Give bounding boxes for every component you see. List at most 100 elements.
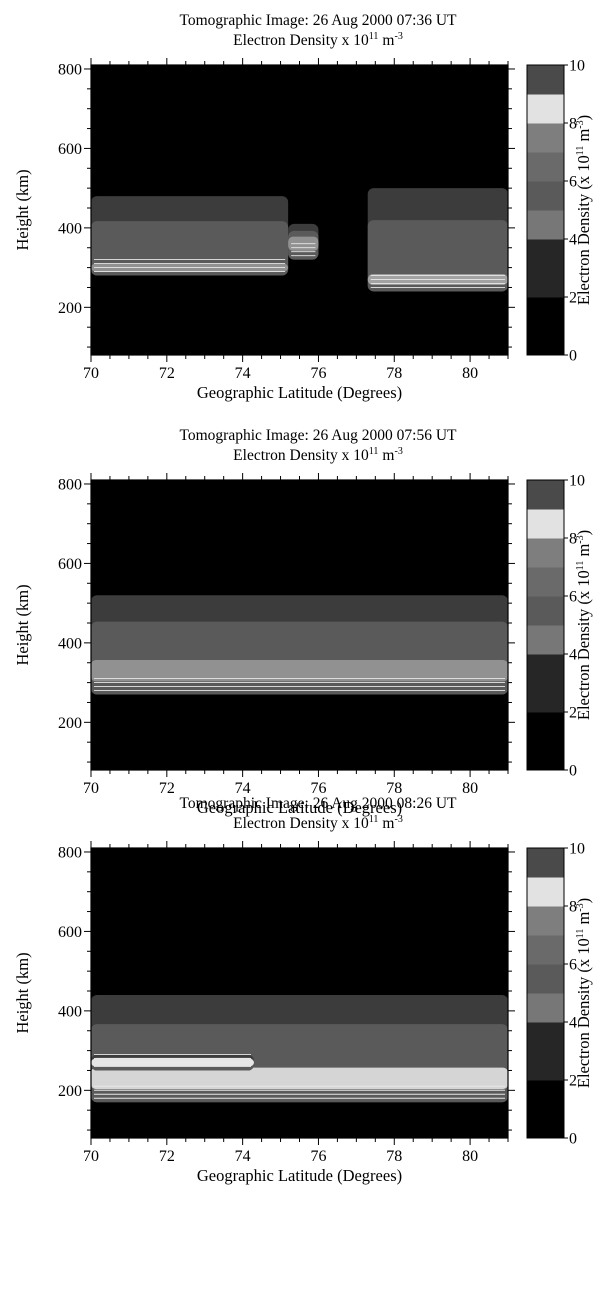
text-span: 11: [575, 929, 586, 939]
colorbar-tick-label: 2: [569, 290, 577, 307]
region-inner: [91, 621, 508, 695]
text-span: m: [574, 912, 593, 929]
x-tick-label: 80: [462, 1148, 478, 1165]
colorbar-segment: [527, 326, 564, 356]
x-tick-label: 76: [310, 365, 326, 382]
text-span: -3: [394, 31, 402, 42]
density-region-3: [367, 188, 508, 292]
y-tick-label: 600: [58, 141, 82, 158]
density-region-2: [91, 1054, 255, 1071]
text-span: 11: [369, 31, 379, 42]
y-tick-label: 200: [58, 300, 82, 317]
colorbar-segment: [527, 567, 564, 597]
y-axis-label: Height (km): [13, 952, 32, 1033]
colorbar-segment: [527, 210, 564, 240]
colorbar-label: Electron Density (x 1011 m-3): [574, 115, 593, 305]
text-span: -3: [394, 446, 402, 457]
colorbar: 0 2 4 6 8 10 Electron Density (x 1011 m-3): [526, 473, 593, 780]
y-tick-label: 400: [58, 1003, 82, 1020]
colorbar-segment: [527, 297, 564, 327]
text-span: m: [574, 129, 593, 146]
text-span: 11: [575, 146, 586, 156]
y-tick-label: 600: [58, 924, 82, 941]
colorbar-segment: [527, 877, 564, 907]
text-span: 11: [369, 446, 379, 457]
colorbar-tick-label: 8: [569, 531, 577, 548]
x-axis-label: Geographic Latitude (Degrees): [197, 798, 402, 817]
x-tick-label: 78: [386, 1148, 402, 1165]
colorbar-tick-label: 8: [569, 116, 577, 133]
x-tick-label: 70: [83, 365, 99, 382]
text-span: m: [382, 447, 394, 464]
text-span: m: [574, 544, 593, 561]
chart-subtitle: Electron Density x 1011 m-3: [233, 31, 403, 49]
chart-title: Tomographic Image: 26 Aug 2000 07:56 UT: [179, 427, 457, 444]
colorbar-tick-label: 4: [569, 232, 577, 249]
colorbar-frame: [526, 847, 565, 1139]
y-tick-label: 200: [58, 1083, 82, 1100]
colorbar-label: Electron Density (x 1011 m-3): [574, 898, 593, 1088]
region-peak: [91, 659, 508, 682]
y-tick-label: 400: [58, 220, 82, 237]
colorbar-segment: [527, 268, 564, 298]
colorbar-tick-label: 2: [569, 705, 577, 722]
text-span: Electron Density x 10: [233, 447, 369, 464]
x-tick-label: 78: [386, 780, 402, 797]
panel-2: Tomographic Image: 26 Aug 2000 07:56 UT E…: [13, 427, 593, 817]
y-axis-label: Height (km): [13, 584, 32, 665]
chart-title: Tomographic Image: 26 Aug 2000 07:36 UT: [179, 12, 457, 29]
density-region-1: [91, 196, 289, 276]
colorbar-segment: [527, 1051, 564, 1081]
x-tick-label: 74: [235, 1148, 251, 1165]
colorbar-tick-label: 10: [569, 58, 585, 75]
colorbar-tick-label: 6: [569, 589, 577, 606]
panel-3: Tomographic Image: 26 Aug 2000 08:26 UT E…: [13, 795, 593, 1185]
y-tick-label: 400: [58, 635, 82, 652]
chart-title: Tomographic Image: 26 Aug 2000 08:26 UT: [179, 795, 457, 812]
colorbar-segment: [527, 906, 564, 936]
y-axis-label: Height (km): [13, 169, 32, 250]
x-tick-label: 70: [83, 1148, 99, 1165]
y-tick-label: 800: [58, 844, 82, 861]
x-tick-label: 80: [462, 365, 478, 382]
colorbar-segment: [527, 181, 564, 211]
colorbar: 0 2 4 6 8 10 Electron Density (x 1011 m-3): [526, 841, 593, 1148]
colorbar-segment: [527, 964, 564, 994]
colorbar-frame: [526, 64, 565, 356]
colorbar-tick-label: 10: [569, 473, 585, 490]
x-tick-label: 74: [235, 780, 251, 797]
text-span: -3: [575, 535, 586, 543]
text-span: ): [574, 898, 593, 904]
text-span: Electron Density x 10: [233, 32, 369, 49]
colorbar-segment: [527, 712, 564, 742]
x-tick-label: 72: [159, 780, 175, 797]
y-tick-label: 200: [58, 715, 82, 732]
colorbar-segment: [527, 625, 564, 655]
y-tick-label: 600: [58, 556, 82, 573]
colorbar-segment: [527, 1080, 564, 1110]
region-inner: [367, 220, 508, 292]
colorbar-frame: [526, 479, 565, 771]
text-span: 11: [575, 561, 586, 571]
region-peak: [91, 1067, 508, 1090]
colorbar: 0 2 4 6 8 10 Electron Density (x 1011 m-3): [526, 58, 593, 365]
text-span: -3: [575, 903, 586, 911]
density-region-1: [91, 595, 508, 695]
text-span: m: [382, 815, 394, 832]
density-region-1: [91, 994, 508, 1103]
colorbar-tick-label: 6: [569, 174, 577, 191]
colorbar-tick-label: 4: [569, 647, 577, 664]
x-tick-label: 72: [159, 365, 175, 382]
x-tick-label: 76: [310, 1148, 326, 1165]
colorbar-tick-label: 2: [569, 1073, 577, 1090]
colorbar-segment: [527, 683, 564, 713]
region-inner: [91, 221, 289, 276]
colorbar-segment: [527, 123, 564, 153]
x-axis-label: Geographic Latitude (Degrees): [197, 383, 402, 402]
x-tick-label: 78: [386, 365, 402, 382]
text-span: Electron Density x 10: [233, 815, 369, 832]
colorbar-segment: [527, 848, 564, 878]
colorbar-tick-label: 4: [569, 1015, 577, 1032]
